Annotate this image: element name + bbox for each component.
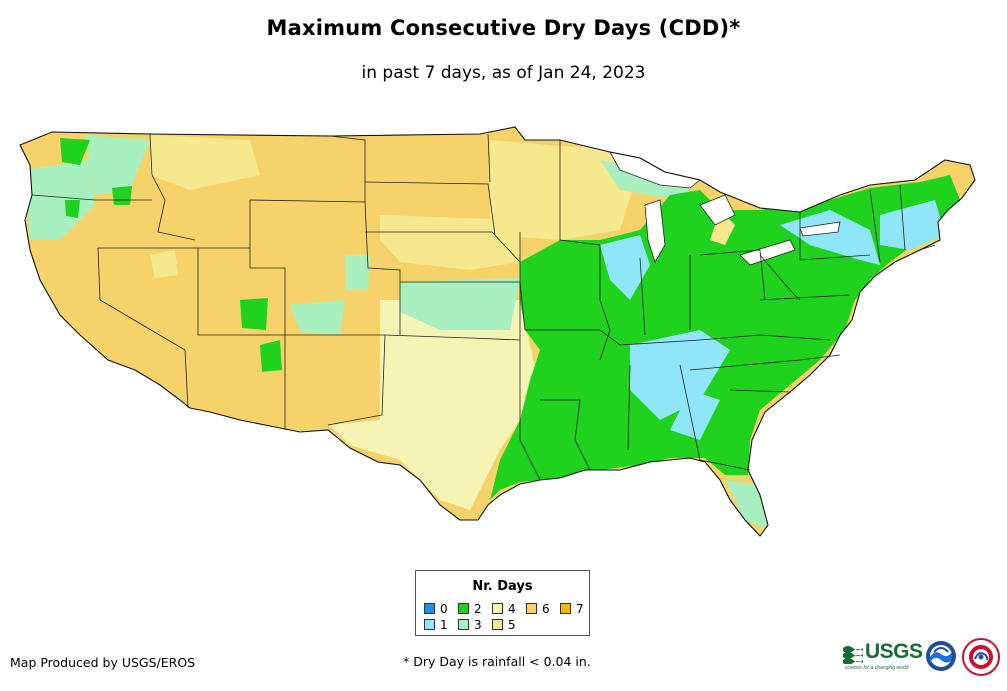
region-cdd-2-wa-patch — [65, 200, 80, 218]
legend-item-1: 1 — [424, 618, 448, 632]
map-credit: Map Produced by USGS/EROS — [10, 655, 196, 670]
legend-item-5: 5 — [492, 618, 516, 632]
state-boundaries — [31, 133, 936, 481]
legend-item-2: 2 — [458, 602, 482, 616]
region-cdd-2-arizona — [260, 340, 282, 372]
legend: Nr. Days 0 1 2 3 4 5 6 7 — [415, 570, 590, 636]
us-cdd-map — [19, 126, 976, 537]
region-cdd-3-kansas — [400, 278, 520, 330]
region-cdd-3-rockies — [345, 255, 370, 290]
lake-michigan — [644, 199, 666, 263]
region-cdd-4-texas — [330, 300, 540, 510]
lake-erie — [739, 239, 796, 266]
nws-logo-icon — [962, 638, 1000, 676]
region-cdd-5-plains — [380, 215, 520, 270]
region-cdd-5-upper-midwest — [490, 140, 640, 240]
region-cdd-1-illinois — [600, 235, 650, 300]
region-cdd-1-new-york — [780, 210, 880, 265]
region-cdd-5-montana — [150, 135, 260, 190]
legend-swatch-1 — [424, 619, 435, 630]
legend-title: Nr. Days — [472, 579, 533, 594]
region-cdd-2-cascades — [60, 138, 90, 165]
usgs-logo: USGS science for a changing world — [843, 640, 923, 674]
legend-item-3: 3 — [458, 618, 482, 632]
region-cdd-2-oregon — [112, 186, 132, 205]
usgs-logo-text: USGS — [865, 640, 923, 663]
legend-swatch-4 — [492, 603, 503, 614]
region-cdd-2-utah — [240, 298, 268, 330]
map-subtitle: in past 7 days, as of Jan 24, 2023 — [361, 63, 646, 83]
dry-day-footnote: * Dry Day is rainfall < 0.04 in. — [403, 654, 591, 669]
usgs-logo-tagline: science for a changing world — [845, 665, 909, 671]
lake-ontario — [799, 221, 841, 237]
region-cdd-1-new-england — [880, 200, 945, 250]
region-cdd-1-tennessee — [630, 330, 730, 420]
region-cdd-1-georgia — [670, 390, 720, 440]
region-cdd-3-washington — [25, 160, 95, 240]
legend-item-0: 0 — [424, 602, 448, 616]
region-cdd-3-colorado — [290, 300, 345, 335]
lake-huron — [699, 194, 736, 226]
us-outline — [19, 126, 976, 537]
legend-swatch-0 — [424, 603, 435, 614]
map-title: Maximum Consecutive Dry Days (CDD)* — [266, 16, 741, 40]
legend-item-7: 7 — [560, 602, 584, 616]
region-cdd-3-florida — [725, 480, 768, 530]
region-cdd-5-nevada — [150, 250, 178, 278]
legend-item-6: 6 — [526, 602, 550, 616]
legend-item-4: 4 — [492, 602, 516, 616]
noaa-logo-icon — [926, 641, 956, 671]
legend-swatch-2 — [458, 603, 469, 614]
legend-swatch-6 — [526, 603, 537, 614]
usgs-wave-icon — [843, 646, 863, 664]
region-cdd-3-nw — [85, 135, 150, 195]
legend-swatch-5 — [492, 619, 503, 630]
region-cdd-5-michigan — [710, 210, 735, 245]
legend-swatch-7 — [560, 603, 571, 614]
legend-swatch-3 — [458, 619, 469, 630]
